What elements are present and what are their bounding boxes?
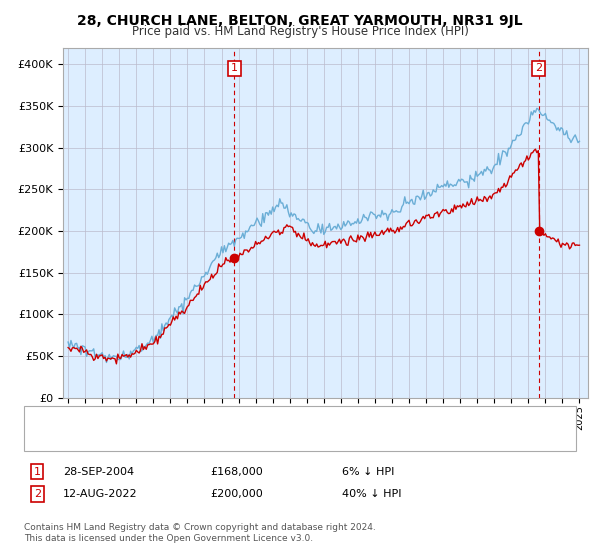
Text: 6% ↓ HPI: 6% ↓ HPI (342, 466, 394, 477)
Text: 1: 1 (231, 63, 238, 73)
Text: Contains HM Land Registry data © Crown copyright and database right 2024.
This d: Contains HM Land Registry data © Crown c… (24, 524, 376, 543)
Text: HPI: Average price, detached house, Great Yarmouth: HPI: Average price, detached house, Grea… (67, 433, 342, 443)
Text: 12-AUG-2022: 12-AUG-2022 (63, 489, 137, 499)
Text: 28, CHURCH LANE, BELTON, GREAT YARMOUTH, NR31 9JL: 28, CHURCH LANE, BELTON, GREAT YARMOUTH,… (77, 14, 523, 28)
Text: 28, CHURCH LANE, BELTON, GREAT YARMOUTH, NR31 9JL (detached house): 28, CHURCH LANE, BELTON, GREAT YARMOUTH,… (67, 412, 460, 422)
Text: £200,000: £200,000 (210, 489, 263, 499)
Text: Price paid vs. HM Land Registry's House Price Index (HPI): Price paid vs. HM Land Registry's House … (131, 25, 469, 38)
Text: 2: 2 (535, 63, 542, 73)
Text: £168,000: £168,000 (210, 466, 263, 477)
Text: 2: 2 (34, 489, 41, 499)
Text: 1: 1 (34, 466, 41, 477)
Text: 28-SEP-2004: 28-SEP-2004 (63, 466, 134, 477)
Text: 40% ↓ HPI: 40% ↓ HPI (342, 489, 401, 499)
